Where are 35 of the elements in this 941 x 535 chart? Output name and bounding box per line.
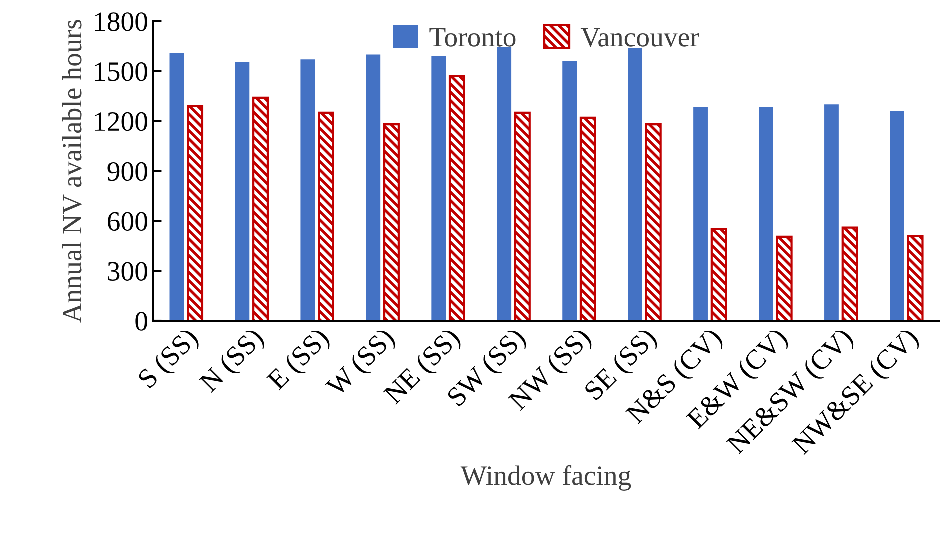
bar [710,228,728,321]
y-tick-label: 1200 [95,112,148,132]
y-tick-label: 1500 [95,62,148,82]
y-axis-title: Annual NV available hours [62,20,82,324]
bar [645,124,662,321]
bar [580,116,596,321]
bar [235,62,250,321]
bar [776,236,793,321]
bar [824,104,839,321]
bar [497,47,512,321]
bar [187,105,204,321]
bar [383,124,400,321]
y-tick-label: 900 [108,162,148,182]
bar [300,60,316,321]
bar [514,112,531,321]
bar [890,111,904,321]
bar [562,61,578,321]
bar [366,54,381,321]
y-tick-label: 600 [108,212,148,232]
y-tick-label: 0 [136,312,148,331]
bar [318,112,334,321]
x-axis-title: Window facing [460,465,632,491]
bar [170,53,184,321]
bar [448,75,466,321]
bar [907,235,924,321]
bar [432,56,446,321]
bar [759,107,774,321]
legend-label: Toronto [430,28,516,47]
y-tick-label: 300 [108,262,148,281]
bar [694,107,708,321]
bar [252,96,270,321]
legend-label: Vancouver [580,28,700,47]
y-tick-label: 1800 [95,12,148,32]
bar [842,226,858,321]
bar [628,48,643,321]
